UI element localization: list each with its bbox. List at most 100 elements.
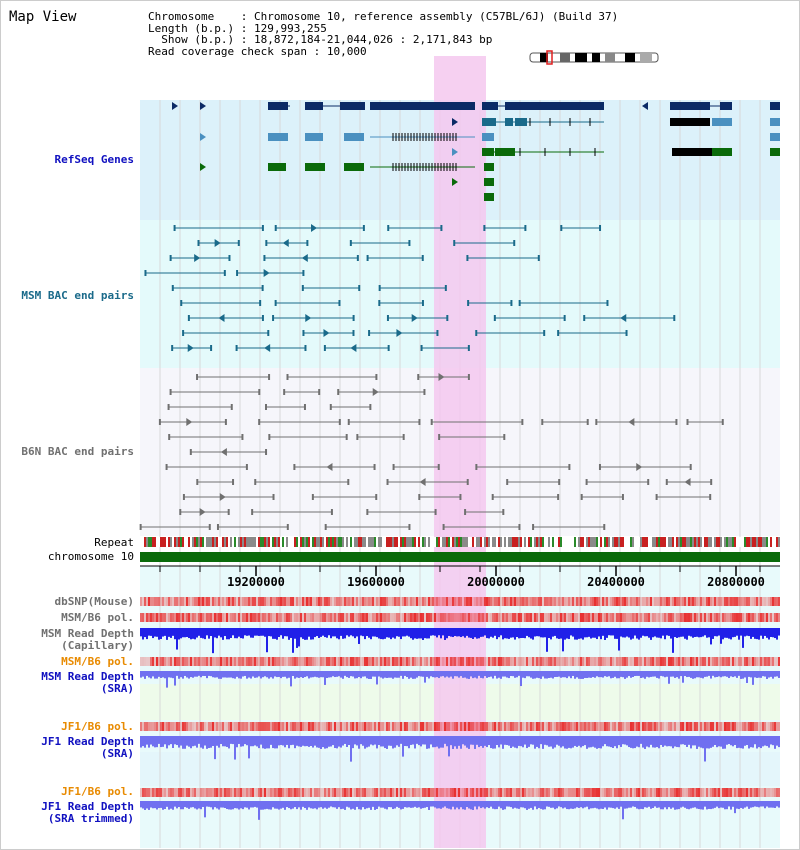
jf1-depth-sra-bin (284, 736, 286, 748)
msm-depth-sra-bin (300, 671, 302, 678)
track-label-repeat[interactable]: Repeat (94, 536, 134, 549)
track-label-refseq[interactable]: RefSeq Genes (54, 153, 134, 166)
jf1-b6-pol-1-bin (450, 722, 452, 731)
track-label-chromosome[interactable]: chromosome 10 (47, 550, 134, 563)
msm-depth-capillary-bin (584, 628, 586, 638)
jf1-b6-pol-1-bin (448, 722, 450, 731)
jf1-b6-pol-2-bin (152, 788, 154, 797)
jf1-depth-trimmed-bin (378, 801, 380, 807)
msm-depth-capillary-bin (774, 628, 776, 639)
msm-b6-pol-2-bin (634, 657, 636, 666)
jf1-b6-pol-1-bin (598, 722, 600, 731)
jf1-b6-pol-1-bin (694, 722, 696, 731)
msm-depth-capillary-bin (612, 628, 614, 636)
track-label-msm-bac[interactable]: MSM BAC end pairs (21, 289, 134, 302)
dbsnp-bin (212, 597, 214, 606)
jf1-depth-trimmed-bin (694, 801, 696, 808)
jf1-depth-trimmed-bin (354, 801, 356, 810)
chromosome-ideogram[interactable] (529, 50, 659, 65)
msm-b6-pol-1-bin (160, 613, 162, 622)
jf1-b6-pol-2-bin (638, 788, 640, 797)
jf1-depth-trimmed-bin (374, 801, 376, 810)
msm-b6-pol-1-bin (638, 613, 640, 622)
jf1-b6-pol-2-bin (314, 788, 316, 797)
msm-depth-sra-bin (592, 671, 594, 678)
jf1-b6-pol-2-bin (530, 788, 532, 797)
dbsnp-bin (716, 597, 718, 606)
jf1-b6-pol-1-bin (588, 722, 590, 731)
repeat-mark (552, 537, 554, 547)
repeat-mark (292, 537, 294, 547)
msm-depth-capillary-bin (426, 628, 428, 639)
jf1-b6-pol-2-bin (456, 788, 458, 797)
msm-b6-pol-1-bin (282, 613, 284, 622)
track-label-jf1-depth-trimmed[interactable]: JF1 Read Depth (SRA trimmed) (41, 801, 134, 825)
msm-depth-capillary-bin (754, 628, 756, 639)
track-label-msm-depth-sra[interactable]: MSM Read Depth (SRA) (41, 671, 134, 695)
msm-b6-pol-1-bin (538, 613, 540, 622)
msm-b6-pol-2-bin (602, 657, 604, 666)
msm-depth-capillary-bin (776, 628, 778, 640)
jf1-b6-pol-1-bin (158, 722, 160, 731)
repeat-mark (244, 537, 246, 547)
repeat-mark (612, 537, 614, 547)
jf1-b6-pol-1-bin (526, 722, 528, 731)
jf1-b6-pol-1-bin (770, 722, 772, 731)
track-label-b6n-bac[interactable]: B6N BAC end pairs (21, 445, 134, 458)
jf1-b6-pol-2-bin (746, 788, 748, 797)
repeat-mark (274, 537, 276, 547)
msm-depth-capillary-bin (640, 628, 642, 638)
repeat-mark (528, 537, 530, 547)
msm-b6-pol-1-bin (388, 613, 390, 622)
msm-depth-sra-bin (350, 671, 352, 677)
msm-b6-pol-2-bin (486, 657, 488, 666)
dbsnp-bin (384, 597, 386, 606)
msm-depth-capillary-bin (226, 628, 228, 640)
msm-depth-capillary-bin (240, 628, 242, 639)
track-label-msm-depth-capillary[interactable]: MSM Read Depth (Capillary) (41, 628, 134, 652)
repeat-mark (674, 537, 676, 547)
msm-b6-pol-1-bin (686, 613, 688, 622)
jf1-b6-pol-2-bin (188, 788, 190, 797)
track-label-msm-b6-pol-2[interactable]: MSM/B6 pol. (61, 655, 134, 668)
dbsnp-bin (478, 597, 480, 606)
msm-b6-pol-2-bin (510, 657, 512, 666)
msm-b6-pol-2-bin (656, 657, 658, 666)
repeat-mark (598, 537, 600, 547)
repeat-mark (518, 537, 520, 547)
msm-b6-pol-2-bin (462, 657, 464, 666)
label-line: (SRA) (100, 747, 134, 760)
dbsnp-bin (718, 597, 720, 606)
label-line: (SRA trimmed) (47, 812, 134, 825)
jf1-b6-pol-2-bin (424, 788, 426, 797)
msm-b6-pol-1-bin (460, 613, 462, 622)
msm-b6-pol-2-bin (410, 657, 412, 666)
track-label-jf1-depth-sra[interactable]: JF1 Read Depth (SRA) (41, 736, 134, 760)
jf1-b6-pol-1-bin (202, 722, 204, 731)
msm-depth-capillary-bin (674, 628, 676, 638)
track-label-jf1-b6-pol-2[interactable]: JF1/B6 pol. (61, 785, 134, 798)
msm-depth-capillary-bin (288, 628, 290, 640)
track-label-msm-b6-pol-1[interactable]: MSM/B6 pol. (61, 611, 134, 624)
jf1-b6-pol-1-bin (754, 722, 756, 731)
msm-b6-pol-1-bin (656, 613, 658, 622)
msm-b6-pol-2-bin (490, 657, 492, 666)
dbsnp-bin (710, 597, 712, 606)
track-label-jf1-b6-pol-1[interactable]: JF1/B6 pol. (61, 720, 134, 733)
msm-b6-pol-2-bin (156, 657, 158, 666)
repeat-mark (216, 537, 218, 547)
jf1-b6-pol-1-bin (726, 722, 728, 731)
msm-depth-sra-bin (684, 671, 686, 677)
jf1-b6-pol-1-bin (250, 722, 252, 731)
dbsnp-bin (674, 597, 676, 606)
msm-depth-sra-bin (184, 671, 186, 676)
msm-b6-pol-1-bin (572, 613, 574, 622)
track-label-dbsnp[interactable]: dbSNP(Mouse) (54, 595, 134, 608)
msm-depth-sra-bin (660, 671, 662, 676)
jf1-depth-trimmed-bin (170, 801, 172, 809)
jf1-depth-sra-bin (712, 736, 714, 747)
jf1-b6-pol-2-bin (690, 788, 692, 797)
jf1-depth-sra-bin (466, 736, 468, 748)
msm-b6-pol-1-bin (206, 613, 208, 622)
